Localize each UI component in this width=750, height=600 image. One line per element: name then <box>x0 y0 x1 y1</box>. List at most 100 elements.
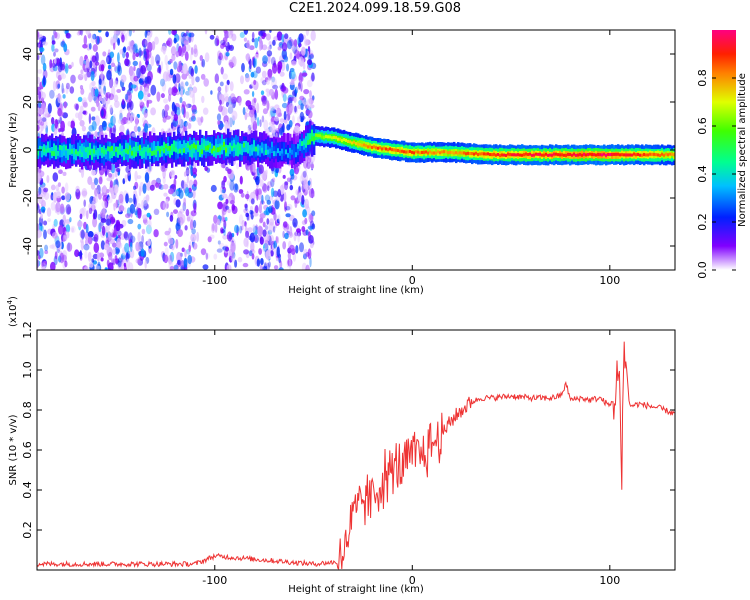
heatmap-cell <box>196 231 200 242</box>
heatmap-cell <box>204 30 208 35</box>
heatmap-cell <box>258 164 264 174</box>
heatmap-ridge-cell <box>445 150 448 154</box>
heatmap-cell <box>161 81 167 92</box>
spectrogram-y-label: Frequency (Hz) <box>8 112 19 188</box>
heatmap-cell <box>267 73 272 81</box>
heatmap-ridge-cell <box>73 151 76 157</box>
heatmap-ridge-cell <box>585 153 588 157</box>
heatmap-cell <box>144 52 150 59</box>
heatmap-ridge-cell <box>89 143 92 155</box>
heatmap-ridge-cell <box>145 148 148 160</box>
heatmap-ridge-cell <box>275 144 278 157</box>
heatmap-cell <box>169 251 175 263</box>
heatmap-cell <box>233 183 239 193</box>
heatmap-cell <box>238 189 244 194</box>
heatmap-ridge-cell <box>53 143 56 155</box>
heatmap-cell <box>89 60 93 69</box>
heatmap-cell <box>44 244 49 252</box>
heatmap-ridge-cell <box>201 143 204 155</box>
heatmap-cell <box>307 225 314 230</box>
heatmap-cell <box>250 114 257 125</box>
heatmap-cell <box>83 199 86 207</box>
heatmap-ridge-cell <box>153 150 156 156</box>
heatmap-ridge-cell <box>173 145 176 151</box>
heatmap-cell <box>224 216 228 222</box>
heatmap-cell <box>96 36 100 45</box>
heatmap-ridge-cell <box>387 148 390 152</box>
heatmap-cell <box>96 189 99 198</box>
heatmap-cell <box>64 182 69 193</box>
heatmap-cell <box>261 70 267 79</box>
heatmap-cell <box>125 119 131 125</box>
heatmap-cell <box>169 244 173 250</box>
heatmap-ridge-cell <box>521 153 524 157</box>
heatmap-ridge-cell <box>133 147 136 152</box>
heatmap-cell <box>132 52 136 61</box>
snr-series-line <box>37 341 675 570</box>
heatmap-ridge-cell <box>299 139 302 151</box>
heatmap-cell <box>170 46 177 56</box>
heatmap-cell <box>175 191 179 196</box>
heatmap-cell <box>117 257 122 268</box>
heatmap-ridge-cell <box>403 150 406 154</box>
heatmap-cell <box>83 35 88 46</box>
heatmap-ridge-cell <box>151 151 154 156</box>
snr-x-ticks: -100 0 100 <box>202 330 620 587</box>
heatmap-cell <box>254 37 259 49</box>
heatmap-cell <box>122 178 126 185</box>
heatmap-ridge-cell <box>309 133 312 145</box>
heatmap-ridge-cell <box>285 149 288 155</box>
heatmap-ridge-cell <box>377 146 380 150</box>
heatmap-cell <box>290 195 296 201</box>
heatmap-cell <box>132 113 136 119</box>
heatmap-cell <box>307 180 311 186</box>
heatmap-cell <box>304 38 309 46</box>
heatmap-cell <box>259 217 264 224</box>
heatmap-cell <box>62 214 67 225</box>
heatmap-cell <box>55 201 61 213</box>
heatmap-ridge-cell <box>329 135 332 139</box>
heatmap-ridge-cell <box>47 147 50 153</box>
heatmap-cell <box>132 60 138 66</box>
heatmap-ridge-cell <box>625 153 628 157</box>
heatmap-ridge-cell <box>397 148 400 152</box>
heatmap-cell <box>298 56 305 66</box>
heatmap-ridge-cell <box>313 136 316 142</box>
heatmap-ridge-cell <box>135 141 138 154</box>
heatmap-cell <box>266 218 270 225</box>
heatmap-cell <box>162 168 166 179</box>
heatmap-cell <box>242 262 249 268</box>
heatmap-cell <box>37 55 40 60</box>
heatmap-cell <box>187 254 192 265</box>
heatmap-cell <box>88 207 93 214</box>
heatmap-cell <box>120 74 127 83</box>
heatmap-ridge-cell <box>661 152 664 156</box>
heatmap-cell <box>149 184 155 191</box>
heatmap-cell <box>37 69 43 74</box>
heatmap-cell <box>246 106 249 113</box>
heatmap-cell <box>58 169 63 174</box>
heatmap-cell <box>170 243 175 251</box>
heatmap-ridge-cell <box>293 144 296 156</box>
heatmap-cell <box>154 36 159 45</box>
heatmap-cell <box>297 232 300 243</box>
heatmap-ridge-cell <box>421 150 424 154</box>
heatmap-cell <box>83 110 88 116</box>
heatmap-cell <box>52 80 57 92</box>
heatmap-cell <box>76 31 81 36</box>
heatmap-cell <box>270 107 276 118</box>
heatmap-ridge-cell <box>333 135 336 139</box>
heatmap-cell <box>82 110 87 115</box>
heatmap-cell <box>85 58 90 68</box>
heatmap-ridge-cell <box>439 151 442 155</box>
heatmap-cell <box>114 246 120 255</box>
heatmap-cell <box>255 175 260 186</box>
heatmap-ridge-cell <box>85 147 88 153</box>
heatmap-cell <box>117 37 120 46</box>
heatmap-ridge-cell <box>271 147 274 152</box>
heatmap-ridge-cell <box>595 153 598 157</box>
heatmap-cell <box>163 192 168 197</box>
heatmap-ridge-cell <box>191 144 194 149</box>
heatmap-ridge-cell <box>141 151 144 156</box>
heatmap-cell <box>308 234 314 244</box>
